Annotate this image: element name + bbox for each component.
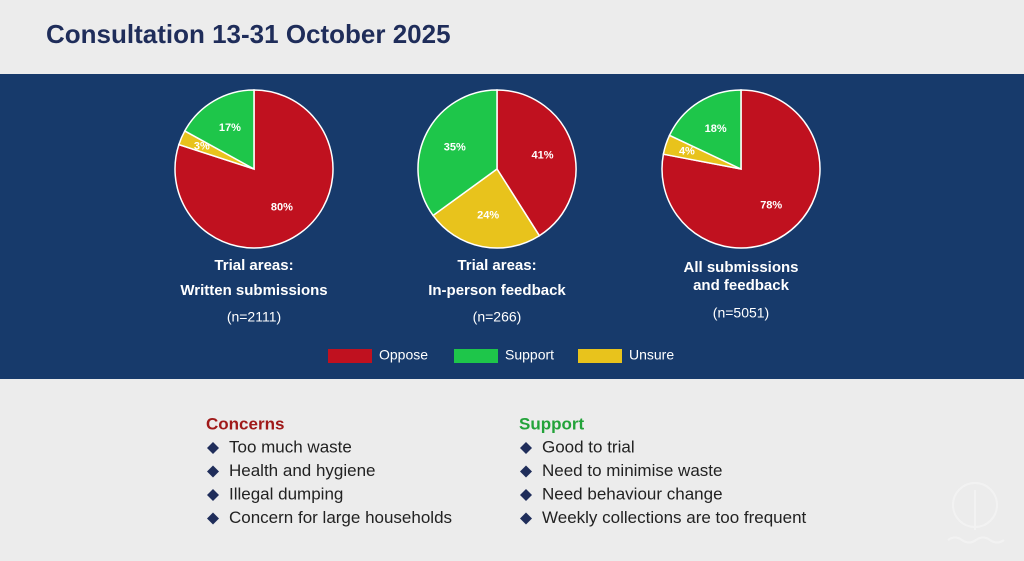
page-title: Consultation 13-31 October 2025 [46, 19, 451, 49]
pie-title: Written submissions [180, 282, 327, 299]
list-item: Illegal dumping [229, 484, 343, 503]
bullet [207, 512, 219, 525]
value-label: 35% [444, 141, 466, 153]
pie-slice [417, 89, 498, 217]
value-label: 17% [219, 122, 241, 134]
pie-title: and feedback [693, 277, 790, 294]
pie-slice [183, 89, 255, 171]
list-item: Good to trial [542, 437, 635, 456]
logo [947, 482, 1005, 544]
list-heading: Support [519, 414, 584, 433]
pie-title: Trial areas: [214, 257, 293, 274]
bullet [520, 489, 532, 501]
value-label: 18% [705, 123, 727, 135]
pie-subtitle: (n=266) [473, 309, 522, 325]
bullet [207, 465, 219, 478]
value-label: 41% [532, 150, 554, 162]
bullet [520, 442, 532, 454]
pie-slice [432, 167, 541, 249]
pie-subtitle: (n=2111) [227, 309, 281, 325]
legend-swatch [454, 349, 498, 363]
bullet [520, 512, 532, 525]
pie-title: All submissions [683, 259, 798, 276]
bullet [207, 442, 219, 454]
pie-title: Trial areas: [457, 257, 536, 274]
list-item: Concern for large households [229, 508, 452, 527]
value-label: 24% [477, 209, 499, 221]
bullet [207, 489, 219, 501]
legend-label: Unsure [629, 347, 674, 363]
bullet [520, 465, 532, 478]
legend-swatch [328, 349, 372, 363]
legend-label: Oppose [379, 347, 428, 363]
legend-label: Support [505, 347, 554, 363]
legend-swatch [578, 349, 622, 363]
list-heading: Concerns [206, 414, 284, 433]
list-item: Need behaviour change [542, 484, 723, 503]
pie-title: In-person feedback [428, 282, 566, 299]
value-label: 78% [760, 199, 782, 211]
list-item: Weekly collections are too frequent [542, 508, 807, 527]
pie-subtitle: (n=5051) [713, 305, 769, 321]
list-item: Health and hygiene [229, 461, 376, 480]
pie-slice [661, 89, 821, 249]
value-label: 4% [679, 145, 695, 157]
list-item: Need to minimise waste [542, 461, 722, 480]
value-label: 80% [271, 201, 293, 213]
list-item: Too much waste [229, 437, 352, 456]
pie-slice [668, 89, 742, 171]
